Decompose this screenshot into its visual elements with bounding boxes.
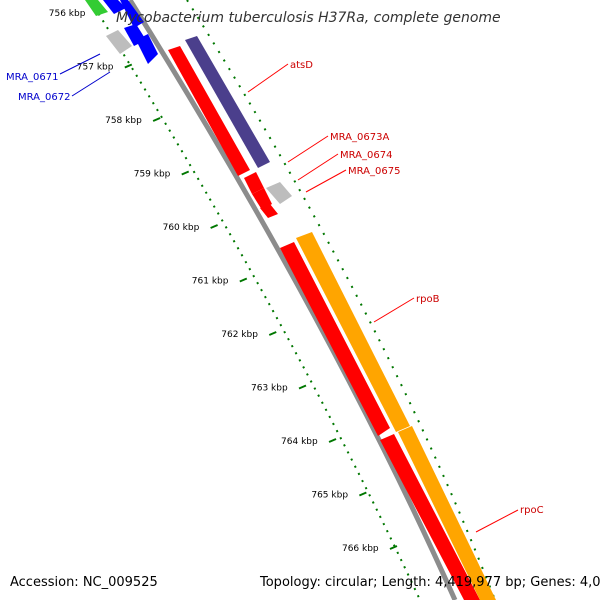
gene-mra-0675[interactable] — [260, 204, 278, 218]
gene-blue-upper[interactable] — [120, 0, 144, 28]
gene-blue-top[interactable] — [124, 24, 146, 46]
axis-tick — [298, 384, 307, 390]
axis-tick — [268, 331, 277, 336]
gene-mra-0674[interactable] — [244, 172, 264, 194]
gene-rpob-forward[interactable] — [280, 242, 390, 436]
axis-tick — [124, 63, 133, 69]
gene-grey-small[interactable] — [266, 182, 292, 204]
leader-mra-0673a — [287, 135, 329, 163]
ruler-line — [89, 0, 421, 600]
axis-tick-label: 763 kbp — [251, 384, 288, 394]
gene-rpob-rna[interactable] — [296, 232, 410, 432]
leader-rpob — [373, 297, 415, 323]
accession-text: Accession: NC_009525 — [10, 575, 158, 590]
axis-tick — [152, 117, 161, 122]
gene-mra-0674b[interactable] — [252, 188, 272, 210]
gene-green[interactable] — [85, 0, 108, 16]
axis-tick-label: 757 kbp — [77, 63, 114, 73]
leader-mra-0672 — [71, 71, 111, 97]
axis-tick-label: 760 kbp — [163, 223, 200, 233]
leader-mra-0675 — [305, 169, 347, 193]
genome-backbone — [127, 0, 458, 600]
axis-tick-label: 762 kbp — [221, 330, 258, 340]
gene-mra-0671[interactable] — [103, 0, 126, 14]
axis-ticks: 756 kbp 757 kbp 758 kbp 759 kbp 760 kbp 761 k… — [49, 9, 398, 554]
axis-tick-label: 756 kbp — [49, 9, 86, 19]
label-mra-0674: MRA_0674 — [340, 150, 392, 161]
map-title: Mycobacterium tuberculosis H37Ra, comple… — [116, 10, 501, 26]
axis-tick — [389, 545, 398, 550]
axis-tick-label: 764 kbp — [281, 437, 318, 447]
gene-atsd[interactable] — [185, 36, 270, 168]
leader-atsd — [247, 63, 289, 93]
label-mra-0673a: MRA_0673A — [330, 132, 389, 143]
axis-tick — [358, 491, 367, 497]
gene-mra-0672[interactable] — [106, 30, 132, 54]
gene-rpoc-forward[interactable] — [380, 434, 480, 600]
leader-rpoc — [475, 509, 519, 533]
gene-rpoc-rna[interactable] — [398, 426, 496, 600]
label-atsd: atsD — [290, 60, 313, 71]
label-rpob: rpoB — [416, 294, 440, 305]
gene-mra-0673a[interactable] — [168, 46, 250, 176]
leader-mra-0671 — [59, 53, 101, 75]
axis-tick — [328, 438, 337, 443]
axis-tick — [210, 224, 219, 229]
axis-tick-label: 758 kbp — [105, 116, 142, 126]
label-mra-0675: MRA_0675 — [348, 166, 400, 177]
axis-tick-label: 761 kbp — [192, 277, 229, 287]
axis-tick — [239, 277, 248, 283]
label-mra-0671: MRA_0671 — [6, 72, 58, 83]
topology-text: Topology: circular; Length: 4,419,977 bp… — [259, 575, 600, 590]
axis-tick-label: 759 kbp — [134, 170, 171, 180]
axis-tick — [181, 170, 190, 176]
axis-tick-label: 766 kbp — [342, 544, 379, 554]
leader-mra-0674 — [297, 153, 339, 181]
axis-tick-label: 765 kbp — [311, 491, 348, 501]
label-rpoc: rpoC — [520, 505, 544, 516]
label-mra-0672: MRA_0672 — [18, 92, 70, 103]
